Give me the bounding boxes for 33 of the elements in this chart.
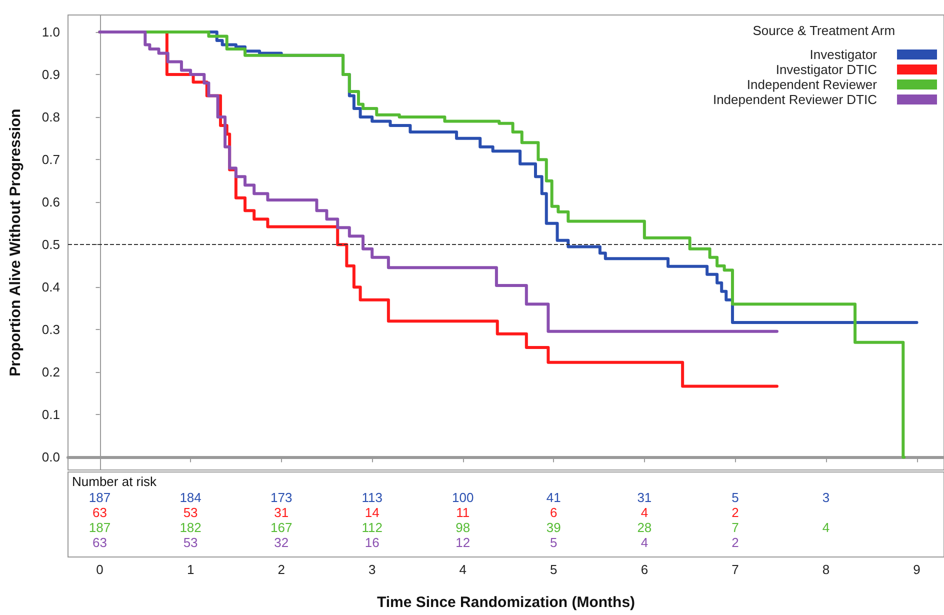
- x-tick-label: 2: [278, 562, 285, 577]
- y-tick-label: 0.3: [42, 322, 60, 338]
- x-tick-label: 8: [822, 562, 830, 577]
- y-axis-title: Proportion Alive Without Progression: [7, 108, 24, 376]
- y-tick-label: 0.7: [42, 152, 60, 168]
- y-tick-label: 1.0: [42, 24, 60, 40]
- legend-title: Source & Treatment Arm: [752, 23, 896, 38]
- legend-label: Investigator: [810, 47, 878, 62]
- x-tick-label: 3: [368, 562, 376, 577]
- text: 63 53 32 16 12 5 4 2: [92, 535, 739, 550]
- legend-label: Independent Reviewer: [746, 77, 878, 92]
- y-tick-label: 0.6: [42, 194, 60, 210]
- y-tick-label: 0.8: [42, 110, 60, 125]
- y-tick-label: 0.0: [42, 450, 60, 465]
- legend-label: Investigator DTIC: [776, 62, 877, 77]
- x-tick-label: 0: [96, 562, 104, 577]
- legend-label: Independent Reviewer DTIC: [712, 92, 877, 107]
- text: 63 53 31 14 11 6 4 2: [92, 505, 739, 520]
- y-tick-label: 0.1: [42, 407, 60, 422]
- text: Number at risk: [72, 474, 158, 489]
- text: 187 182 167 112 98 39 28 7 4: [88, 520, 830, 535]
- y-tick-label: 0.2: [42, 364, 60, 380]
- x-axis-title: Time Since Randomization (Months): [376, 594, 636, 611]
- y-tick-label: 0.5: [42, 237, 60, 252]
- y-tick-label: 0.4: [42, 280, 60, 295]
- x-tick-label: 1: [186, 562, 194, 577]
- x-tick-label: 7: [732, 562, 739, 577]
- x-tick-label: 4: [459, 562, 466, 577]
- x-tick-label: 9: [913, 562, 920, 577]
- text: 187 184 173 113 100 41 31 5 3: [88, 490, 830, 505]
- x-tick-label: 5: [550, 562, 558, 577]
- y-tick-label: 0.9: [42, 67, 60, 82]
- x-tick-label: 6: [640, 562, 648, 577]
